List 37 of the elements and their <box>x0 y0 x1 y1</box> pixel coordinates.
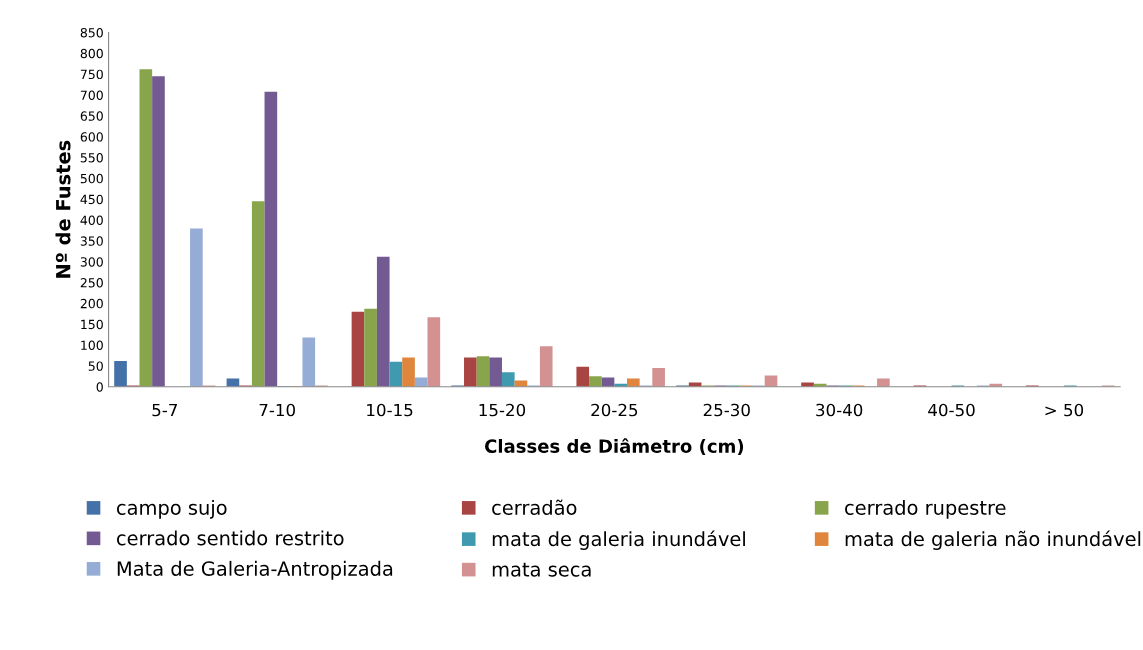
x-tick-label: 5-7 <box>152 403 177 417</box>
x-tick-label: 20-25 <box>591 403 638 417</box>
y-tick-label: 850 <box>80 27 103 38</box>
x-axis-title: Classes de Diâmetro (cm) <box>485 438 744 456</box>
y-tick-label: 150 <box>81 319 103 330</box>
y-tick-label: 300 <box>80 257 103 267</box>
y-tick-label: 800 <box>80 48 103 59</box>
legend-label: cerradão <box>492 499 577 515</box>
y-tick-label: 550 <box>80 153 103 163</box>
y-tick-label: 750 <box>80 69 103 80</box>
y-axis-title: Nº de Fustes <box>55 140 71 278</box>
x-tick-label: 10-15 <box>367 403 413 417</box>
y-tick-label: 500 <box>80 173 103 184</box>
y-tick-label: 0 <box>96 382 103 392</box>
y-tick-label: 600 <box>80 132 103 142</box>
y-tick-label: 250 <box>80 278 103 288</box>
x-tick-label: > 50 <box>1045 403 1084 417</box>
y-tick-label: 450 <box>80 194 103 205</box>
y-tick-label: 200 <box>80 298 103 309</box>
legend-label: campo sujo <box>116 499 227 519</box>
x-tick-label: 25-30 <box>703 403 750 417</box>
y-tick-label: 50 <box>88 361 103 371</box>
y-tick-label: 400 <box>80 215 103 225</box>
legend-label: mata de galeria inundável <box>492 530 745 550</box>
legend-label: cerrado sentido restrito <box>116 530 344 546</box>
y-tick-label: 700 <box>80 90 103 100</box>
y-tick-label: 650 <box>80 111 103 121</box>
legend-label: mata seca <box>492 562 591 577</box>
y-tick-label: 100 <box>81 340 103 350</box>
x-tick-label: 7-10 <box>259 403 295 417</box>
y-tick-label: 350 <box>80 236 103 246</box>
x-tick-label: 30-40 <box>816 403 863 417</box>
legend-label: mata de galeria não inundável <box>845 530 1141 550</box>
x-tick-label: 40-50 <box>928 403 975 417</box>
x-tick-label: 15-20 <box>479 403 526 417</box>
legend-label: cerrado rupestre <box>845 499 1006 519</box>
legend-label: Mata de Galeria-Antropizada <box>117 560 393 580</box>
